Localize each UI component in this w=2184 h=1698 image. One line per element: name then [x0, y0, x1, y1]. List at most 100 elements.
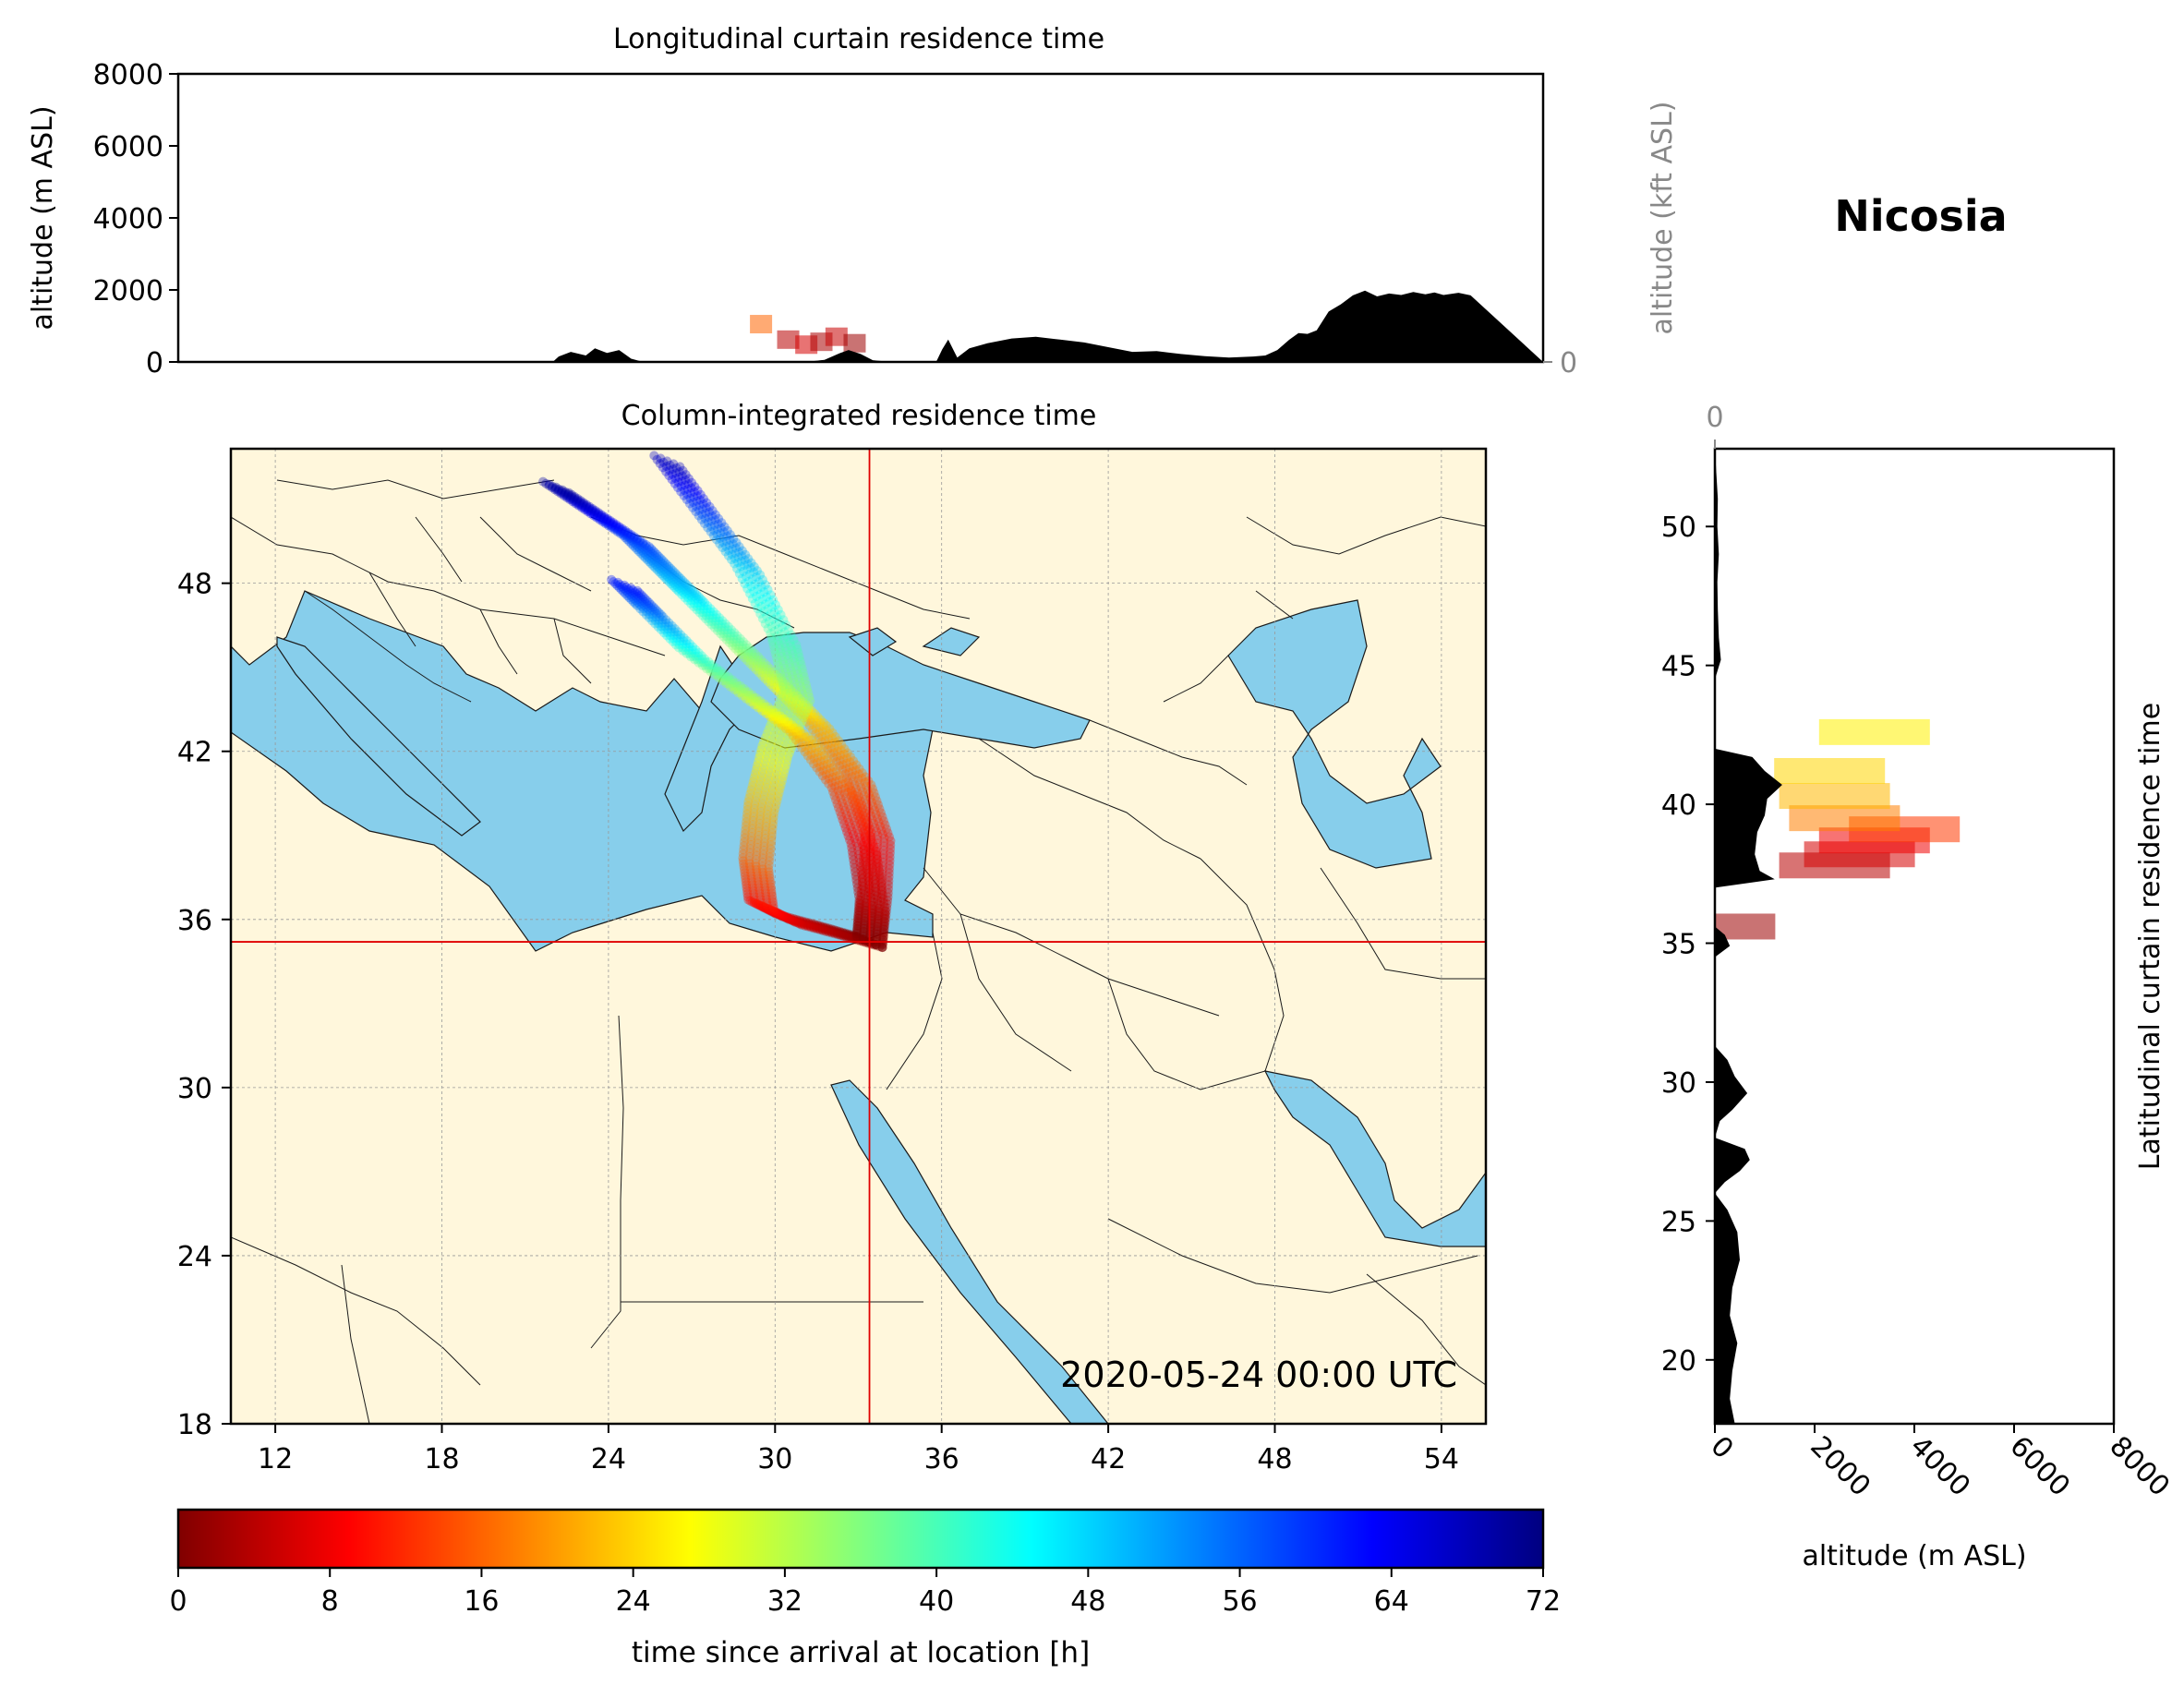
map-x-tick-label: 54: [1424, 1443, 1459, 1475]
trajectory-point: [884, 868, 894, 878]
trajectory-point: [574, 499, 585, 508]
trajectory-point: [802, 920, 812, 929]
trajectory-point: [773, 711, 782, 721]
trajectory-point: [779, 685, 789, 695]
trajectory-point: [754, 900, 763, 909]
trajectory-point: [654, 619, 664, 629]
trajectory-point: [828, 926, 839, 936]
trajectory-point: [780, 764, 790, 774]
trajectory-point: [652, 565, 662, 574]
trajectory-point: [874, 909, 884, 919]
trajectory-point: [881, 913, 890, 923]
trajectory-point: [697, 504, 707, 514]
timestamp-label: 2020-05-24 00:00 UTC: [1060, 1355, 1457, 1395]
trajectory-point: [738, 849, 748, 859]
trajectory-point: [698, 596, 707, 606]
trajectory-point: [813, 715, 822, 725]
trajectory-point: [674, 572, 684, 582]
trajectory-point: [706, 620, 717, 630]
trajectory-point: [847, 786, 856, 796]
trajectory-point: [882, 824, 891, 834]
trajectory-point: [657, 619, 667, 628]
trajectory-point: [757, 902, 767, 911]
trajectory-point: [679, 587, 688, 597]
trajectory-point: [754, 885, 765, 896]
trajectory-point: [593, 509, 603, 519]
trajectory-point: [726, 530, 735, 540]
trajectory-point: [762, 900, 772, 910]
trajectory-point: [877, 943, 887, 953]
trajectory-point: [774, 715, 784, 724]
trajectory-point: [683, 585, 694, 595]
trajectory-point: [580, 505, 590, 514]
trajectory-point: [858, 877, 868, 887]
trajectory-point: [674, 584, 684, 594]
trajectory-point: [803, 700, 814, 710]
right-terrain-profile: [1715, 449, 1782, 1424]
trajectory-point: [802, 918, 812, 928]
trajectory-point: [843, 929, 853, 939]
trajectory-point: [740, 579, 750, 589]
right-x-tick-label: 0: [1704, 1430, 1739, 1465]
trajectory-point: [696, 514, 706, 524]
trajectory-point: [863, 873, 873, 883]
trajectory-point: [788, 740, 798, 750]
trajectory-point: [677, 643, 687, 653]
trajectory-point: [625, 589, 634, 599]
trajectory-point: [708, 667, 718, 677]
trajectory-point: [721, 536, 731, 547]
trajectory-point: [833, 786, 843, 796]
trajectory-point: [845, 932, 855, 941]
trajectory-point: [771, 653, 781, 663]
trajectory-point: [722, 531, 732, 541]
trajectory-point: [778, 772, 788, 782]
trajectory-point: [643, 548, 653, 559]
trajectory-point: [749, 897, 759, 908]
trajectory-point: [877, 873, 887, 884]
trajectory-point: [838, 760, 848, 770]
trajectory-point: [852, 916, 863, 926]
trajectory-point: [784, 698, 794, 708]
trajectory-point: [870, 883, 880, 893]
caspian-sea: [1227, 599, 1442, 869]
trajectory-point: [601, 516, 611, 526]
trajectory-point: [592, 512, 601, 523]
trajectory-point: [734, 644, 744, 654]
trajectory-point: [794, 700, 804, 710]
trajectory-point: [743, 646, 754, 656]
trajectory-point: [694, 595, 704, 605]
trajectory-point: [868, 837, 877, 848]
trajectory-point: [775, 665, 784, 675]
trajectory-point: [662, 560, 672, 570]
trajectory-point: [861, 909, 871, 919]
trajectory-point: [673, 627, 683, 637]
trajectory-point: [758, 901, 768, 911]
trajectory-point: [627, 536, 637, 546]
trajectory-point: [720, 619, 730, 629]
trajectory-point: [783, 912, 793, 922]
trajectory-point: [872, 929, 882, 939]
trajectory-point: [709, 663, 719, 673]
trajectory-point: [682, 649, 692, 658]
trajectory-point: [679, 490, 689, 500]
trajectory-point: [749, 567, 759, 577]
trajectory-point: [822, 765, 832, 775]
trajectory-point: [863, 825, 874, 836]
trajectory-point: [575, 496, 585, 506]
trajectory-point: [873, 913, 883, 923]
trajectory-point: [838, 927, 848, 937]
trajectory-point: [670, 571, 680, 581]
trajectory-point: [625, 534, 634, 544]
trajectory-point: [747, 690, 757, 700]
trajectory-point: [788, 697, 798, 707]
trajectory-point: [725, 675, 735, 685]
trajectory-point: [786, 630, 796, 640]
trajectory-point: [868, 905, 878, 914]
right-residence-cell: [1774, 757, 1886, 784]
longitudinal-curtain-title: Longitudinal curtain residence time: [613, 23, 1104, 55]
trajectory-point: [736, 556, 746, 566]
trajectory-point: [614, 583, 624, 593]
trajectory-point: [810, 748, 820, 758]
trajectory-point: [814, 923, 825, 933]
trajectory-point: [872, 941, 882, 951]
